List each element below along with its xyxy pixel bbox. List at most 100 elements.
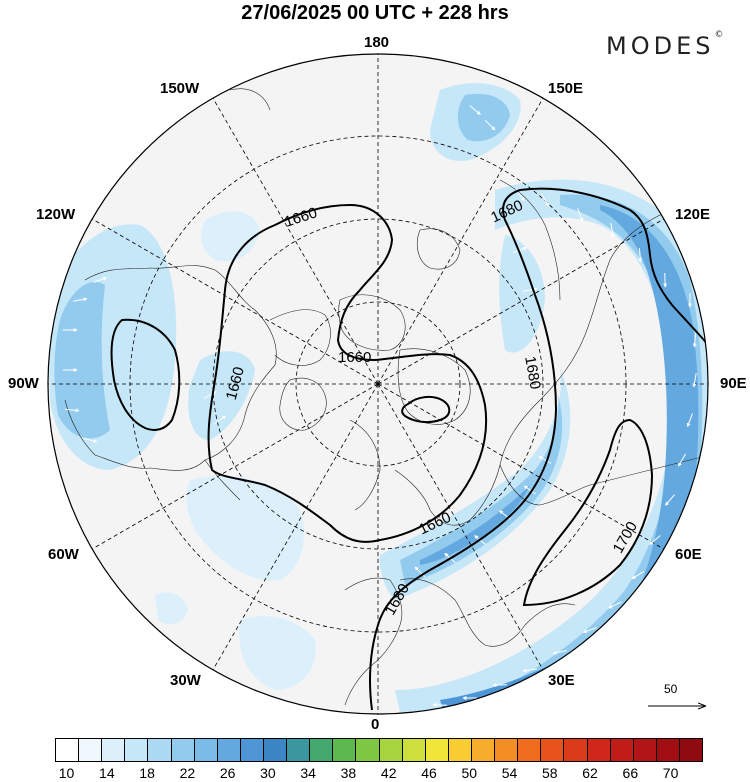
- longitude-label-150w: 150W: [160, 80, 200, 97]
- colorbar-cell: [495, 739, 519, 761]
- map-title: 27/06/2025 00 UTC + 228 hrs: [241, 2, 509, 24]
- colorbar-cell: [402, 739, 426, 761]
- colorbar-cell: [148, 739, 172, 761]
- wind-vector-arrow: [577, 208, 584, 223]
- wind-vector-arrow: [692, 332, 697, 348]
- jet-band-sw-small: [155, 592, 188, 625]
- wind-vector-arrow: [649, 535, 661, 545]
- colorbar: [55, 738, 703, 762]
- wind-vector-arrow: [541, 193, 549, 207]
- wind-vector-arrow: [631, 570, 645, 580]
- copyright-mark: ©: [714, 30, 724, 40]
- colorbar-tick-label: 66: [622, 765, 639, 781]
- contour-1680-east: [369, 187, 708, 711]
- wind-vector-arrow: [552, 650, 567, 655]
- colorbar-cell: [633, 739, 657, 761]
- colorbar-cell: [56, 739, 80, 761]
- wind-vector-arrow: [638, 247, 643, 263]
- latitude-circle: [295, 301, 461, 467]
- jet-band-hudson: [188, 351, 255, 440]
- meridian-line: [212, 98, 379, 385]
- colorbar-tick-label: 14: [99, 765, 115, 781]
- jet-band-nw: [201, 211, 260, 262]
- wind-vector-arrow: [678, 453, 686, 467]
- colorbar-tick-label: 70: [662, 765, 679, 781]
- jet-core-atlantic-dark: [420, 485, 530, 565]
- brand-text: MODES: [606, 32, 715, 60]
- colorbar-tick-label: 26: [219, 765, 236, 781]
- meridian-line: [92, 383, 379, 550]
- colorbar-tick-label: 18: [139, 765, 155, 781]
- longitude-label-90e: 90E: [720, 375, 747, 392]
- longitude-label-30e: 30E: [548, 672, 575, 689]
- jet-band-atlantic: [379, 370, 571, 600]
- wind-vector-arrow: [665, 494, 675, 506]
- jet-core-west: [54, 281, 110, 439]
- colorbar-cell: [356, 739, 380, 761]
- wind-vector-arrow: [484, 119, 496, 131]
- meridian-line: [377, 98, 544, 385]
- colorbar-cell: [217, 739, 241, 761]
- colorbar-cell: [333, 739, 357, 761]
- wind-vectors: [63, 105, 697, 707]
- colorbar-tick-label: 54: [501, 765, 518, 781]
- colorbar-cell: [610, 739, 634, 761]
- colorbar-tick-label: 22: [179, 765, 196, 781]
- jet-south-dark: [440, 630, 610, 714]
- wind-vector-arrow: [608, 601, 622, 609]
- jet-band-south: [239, 616, 316, 690]
- colorbar-cell: [564, 739, 588, 761]
- jet-core-north: [457, 93, 510, 142]
- contour-label: 1680: [521, 355, 544, 391]
- colorbar-tick-label: 34: [300, 765, 316, 781]
- wind-vector-arrow: [522, 668, 538, 673]
- colorbar-cell: [448, 739, 472, 761]
- longitude-label-60w: 60W: [48, 546, 79, 563]
- coastlines: [64, 88, 708, 706]
- colorbar-cell: [240, 739, 264, 761]
- colorbar-cell: [194, 739, 218, 761]
- colorbar-tick-label: 10: [58, 765, 75, 781]
- colorbar-cell: [425, 739, 449, 761]
- geopotential-contours: [110, 187, 708, 711]
- colorbar-tick-label: 30: [260, 765, 276, 781]
- wind-vector-arrow: [692, 373, 697, 388]
- wind-vector-arrow: [610, 223, 615, 238]
- longitude-label-120e: 120E: [675, 206, 711, 223]
- longitude-label-90w: 90W: [8, 375, 39, 392]
- colorbar-cell: [541, 739, 565, 761]
- map-disc: [48, 54, 708, 714]
- wind-speed-shading: [49, 83, 708, 714]
- graticule: [48, 54, 708, 714]
- longitude-label-150e: 150E: [548, 80, 584, 97]
- colorbar-cell: [518, 739, 542, 761]
- colorbar-tick-label: 58: [541, 765, 558, 781]
- meridian-line: [377, 218, 664, 385]
- colorbar-tick-label: 42: [380, 765, 397, 781]
- wind-vector-arrow: [686, 413, 693, 428]
- wind-vector-arrow: [469, 105, 481, 115]
- colorbar-cell: [379, 739, 403, 761]
- longitude-label-180: 180: [364, 34, 390, 51]
- colorbar-cell: [679, 739, 703, 761]
- meridian-line: [92, 218, 379, 385]
- wind-vector-arrow: [83, 437, 98, 443]
- contour-1700: [522, 418, 654, 607]
- wind-vector-arrow: [513, 246, 528, 253]
- wind-vector-arrow: [213, 415, 227, 425]
- longitude-label-120w: 120W: [36, 206, 76, 223]
- colorbar-cell: [310, 739, 334, 761]
- wind-vector-arrow: [538, 456, 552, 464]
- wind-vector-arrow: [523, 485, 537, 495]
- contour-1660-main: [207, 203, 488, 543]
- wind-vector-arrow: [203, 391, 217, 399]
- vector-reference-label: 50: [664, 682, 678, 696]
- colorbar-cell: [656, 739, 680, 761]
- longitude-label-60e: 60E: [675, 546, 702, 563]
- colorbar-cell: [79, 739, 103, 761]
- colorbar-cell: [102, 739, 126, 761]
- longitude-label-0: 0: [371, 716, 380, 733]
- longitude-label-30w: 30W: [170, 672, 201, 689]
- colorbar-tick-label: 62: [582, 765, 598, 781]
